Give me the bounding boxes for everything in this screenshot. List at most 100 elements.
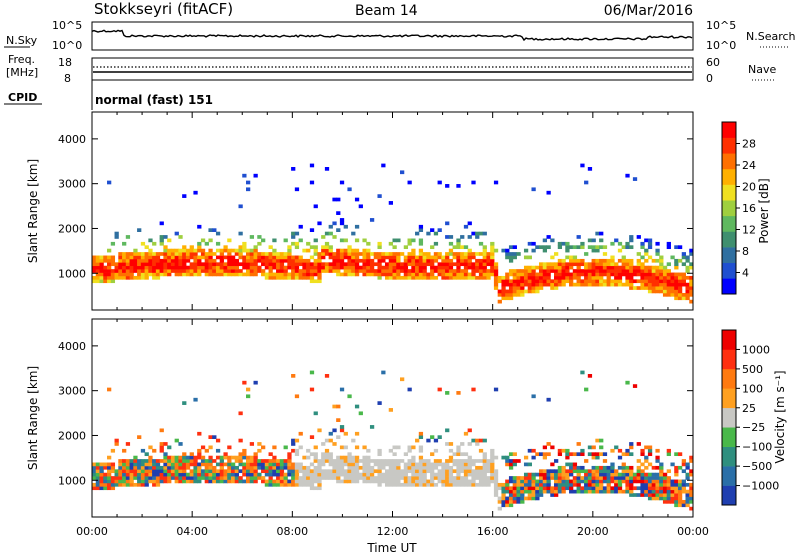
power-cell — [328, 262, 333, 267]
power-cell — [373, 252, 378, 256]
velocity-cell — [602, 465, 608, 470]
power-cell — [95, 275, 101, 280]
power-cell — [482, 262, 487, 267]
power-cell — [324, 167, 330, 171]
power-cell — [92, 262, 97, 267]
power-cell — [189, 269, 194, 273]
power-cell — [437, 228, 442, 232]
velocity-cell — [674, 499, 679, 504]
velocity-cell — [298, 469, 303, 474]
power-cell — [565, 275, 570, 280]
power-cell — [182, 258, 187, 263]
velocity-cell — [125, 482, 131, 487]
power-cell — [422, 262, 427, 267]
power-cell — [606, 265, 611, 270]
power-cell — [392, 258, 397, 263]
power-cell — [531, 286, 536, 290]
power-cell — [565, 265, 570, 270]
power-cell — [478, 265, 484, 270]
power-cell — [621, 258, 626, 263]
power-cell — [261, 269, 266, 273]
velocity-cell — [460, 465, 465, 470]
power-cell — [125, 272, 131, 277]
power-cell — [512, 269, 517, 273]
velocity-cell — [629, 465, 634, 470]
power-cell — [144, 262, 149, 267]
power-cell — [606, 282, 611, 287]
power-cell — [422, 272, 427, 277]
power-cell — [122, 265, 127, 270]
velocity-cell — [565, 479, 570, 484]
velocity-cell — [381, 459, 386, 463]
power-cell — [148, 258, 153, 263]
power-cell — [448, 269, 454, 273]
velocity-cell — [576, 465, 581, 470]
power-cell — [388, 258, 393, 263]
velocity-cell — [546, 397, 551, 402]
velocity-cell — [230, 469, 236, 474]
power-cell — [666, 282, 671, 287]
velocity-cell — [373, 476, 378, 480]
velocity-cell — [467, 442, 472, 446]
power-cell — [629, 269, 634, 273]
power-cell — [651, 282, 656, 287]
power-cell — [159, 269, 164, 273]
power-cell — [215, 262, 221, 267]
power-cell — [287, 275, 292, 280]
velocity-cell — [527, 472, 532, 477]
velocity-cell — [332, 428, 337, 433]
power-cell — [647, 272, 653, 277]
power-cell — [283, 258, 288, 263]
velocity-cell — [471, 387, 476, 392]
velocity-cell — [599, 438, 604, 443]
velocity-cell — [215, 479, 221, 484]
velocity-cell — [354, 476, 360, 480]
velocity-cell — [291, 374, 296, 378]
power-cell — [490, 262, 495, 267]
power-cell — [242, 241, 247, 246]
velocity-cell — [403, 472, 409, 477]
velocity-cell — [584, 476, 589, 480]
velocity-cell — [227, 445, 232, 450]
velocity-cell — [523, 482, 529, 487]
velocity-cell — [332, 469, 337, 474]
power-cell — [482, 258, 487, 263]
power-cell — [279, 258, 285, 263]
power-cell — [606, 262, 611, 267]
power-cell — [666, 275, 671, 280]
velocity-cell — [388, 472, 393, 477]
power-cell — [215, 255, 221, 260]
velocity-cell — [294, 448, 300, 453]
power-cell — [527, 269, 532, 273]
power-cell — [122, 258, 127, 263]
power-cell — [298, 255, 303, 260]
velocity-cell — [610, 472, 615, 477]
power-cell — [152, 255, 157, 260]
power-cell — [670, 272, 675, 277]
power-cell — [159, 265, 164, 270]
velocity-cell — [392, 462, 397, 467]
power-cell — [261, 272, 266, 277]
velocity-cell — [456, 476, 461, 480]
power-cell — [490, 241, 495, 246]
velocity-cell — [170, 476, 176, 480]
power-cell — [557, 265, 563, 270]
velocity-cell — [321, 452, 326, 457]
power-cell — [298, 275, 303, 280]
power-cell — [565, 272, 570, 277]
power-cell — [655, 269, 660, 273]
power-cell — [531, 187, 536, 192]
power-cell — [227, 265, 232, 270]
power-cell — [107, 269, 112, 273]
velocity-cell — [155, 465, 161, 470]
power-cell — [523, 282, 529, 287]
power-cell — [467, 265, 472, 270]
velocity-cell — [520, 496, 525, 501]
velocity-cell — [246, 469, 251, 474]
power-cell — [170, 255, 176, 260]
power-cell — [377, 194, 382, 198]
power-cell — [463, 265, 469, 270]
power-cell — [475, 231, 480, 236]
velocity-cell — [403, 452, 409, 457]
velocity-cell — [482, 482, 487, 487]
